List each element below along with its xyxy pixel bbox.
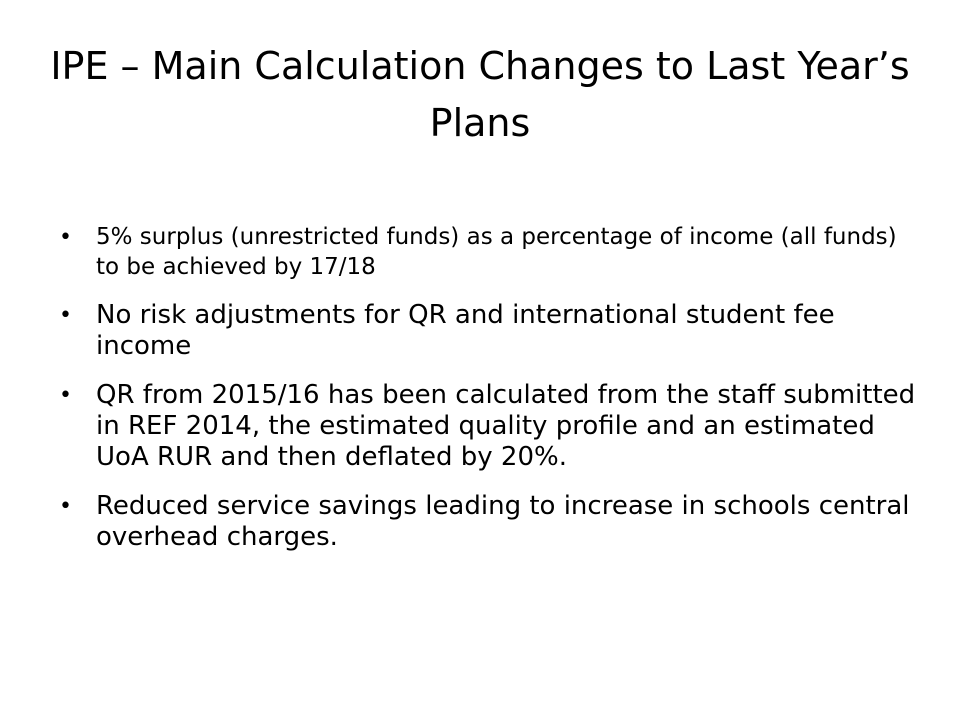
bullet-icon: • bbox=[59, 383, 72, 408]
bullet-item: • 5% surplus (unrestricted funds) as a p… bbox=[59, 222, 916, 282]
bullet-icon: • bbox=[59, 494, 72, 519]
bullet-item: • Reduced service savings leading to inc… bbox=[59, 491, 916, 553]
bullet-text: QR from 2015/16 has been calculated from… bbox=[96, 380, 916, 472]
bullet-text: 5% surplus (unrestricted funds) as a per… bbox=[96, 224, 897, 280]
bullet-item: • No risk adjustments for QR and interna… bbox=[59, 300, 916, 362]
bullet-item: • QR from 2015/16 has been calculated fr… bbox=[59, 380, 916, 473]
bullet-icon: • bbox=[59, 225, 72, 250]
slide-title: IPE – Main Calculation Changes to Last Y… bbox=[50, 44, 910, 145]
bullet-list: • 5% surplus (unrestricted funds) as a p… bbox=[59, 222, 916, 571]
bullet-text: No risk adjustments for QR and internati… bbox=[96, 300, 835, 361]
bullet-icon: • bbox=[59, 303, 72, 328]
bullet-text: Reduced service savings leading to incre… bbox=[96, 491, 910, 552]
